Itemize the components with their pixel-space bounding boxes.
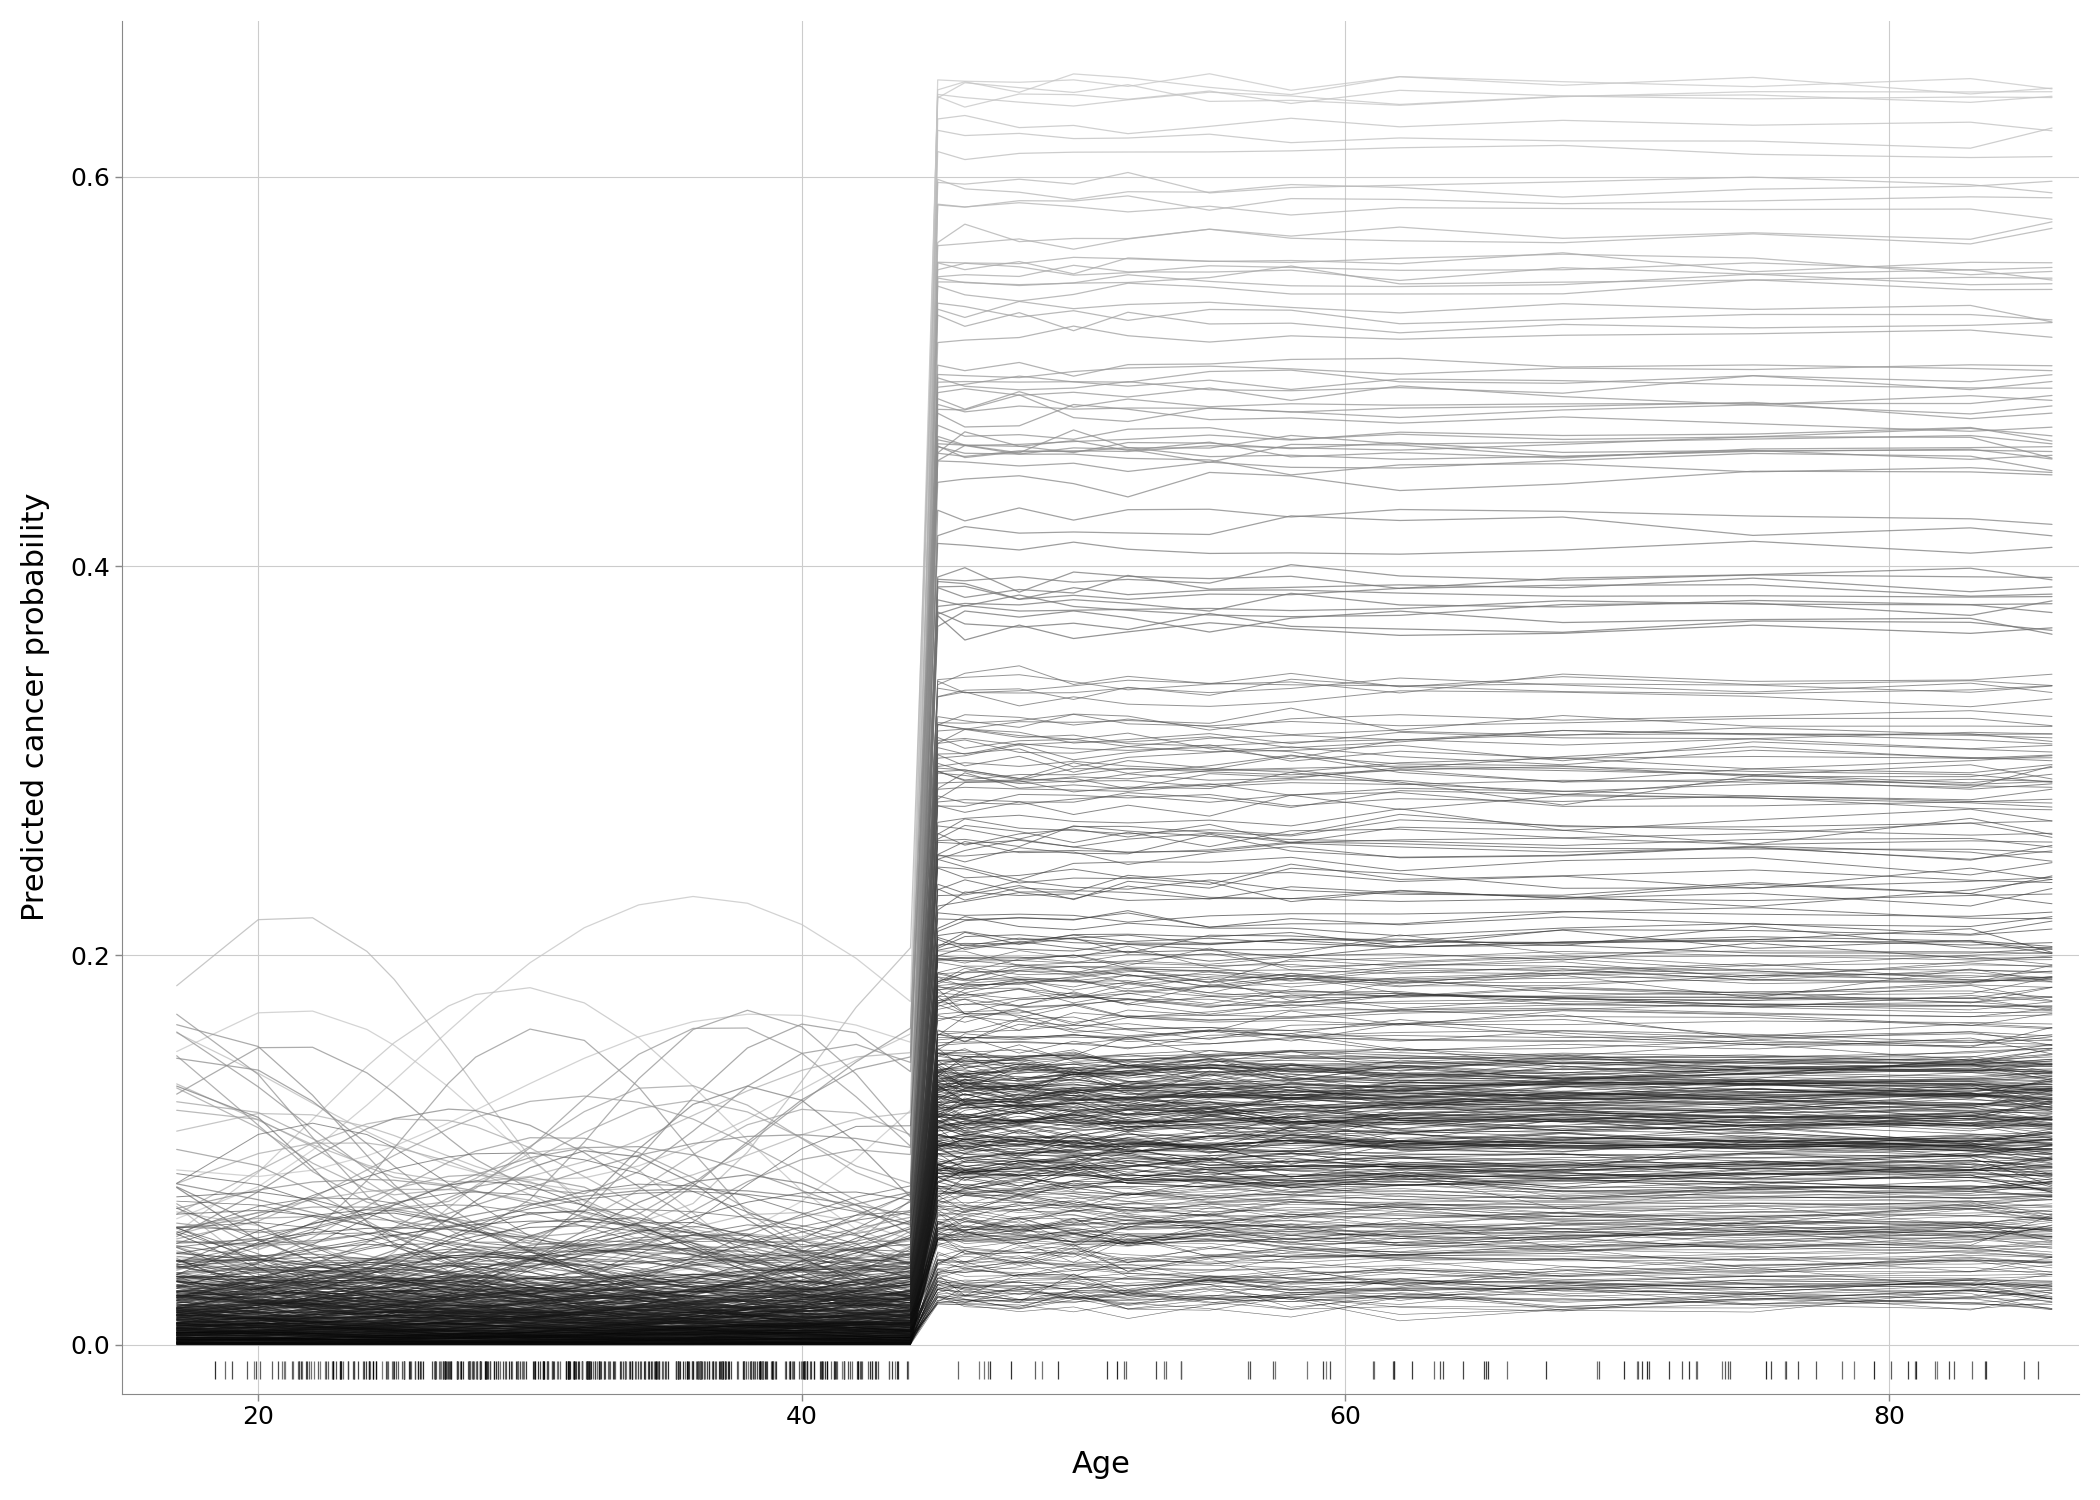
X-axis label: Age: Age bbox=[1071, 1450, 1130, 1479]
Y-axis label: Predicted cancer probability: Predicted cancer probability bbox=[21, 494, 50, 921]
